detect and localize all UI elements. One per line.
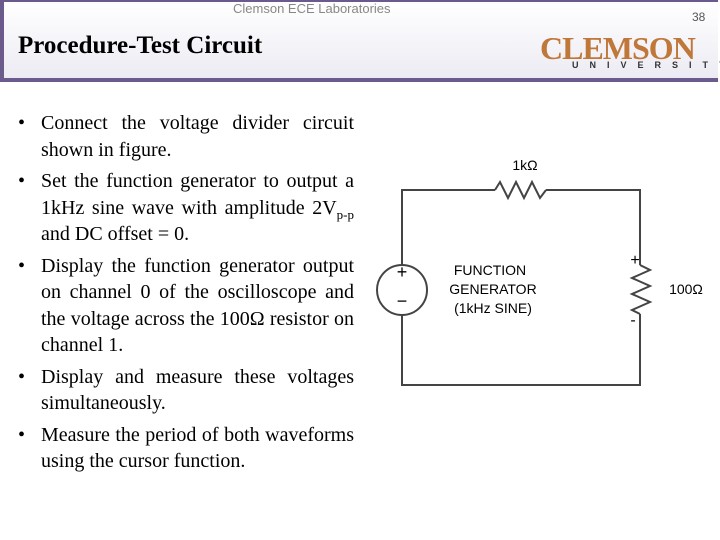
- source-minus: −: [397, 291, 408, 311]
- wire: [401, 314, 641, 386]
- bullet: Display the function generator output on…: [18, 253, 354, 359]
- bullet-text: Set the function generator to output a 1…: [41, 170, 354, 219]
- source-plus: +: [397, 262, 408, 282]
- out-minus: -: [630, 312, 635, 329]
- wires: [376, 179, 653, 386]
- subscript: p-p: [336, 206, 354, 222]
- wire: [401, 189, 495, 265]
- wire: [546, 189, 641, 265]
- r1-label: 1kΩ: [512, 157, 537, 173]
- page-number: 38: [692, 10, 706, 24]
- bullet-text: and DC offset = 0.: [41, 223, 190, 245]
- source-label: (1kHz SINE): [454, 300, 532, 316]
- slide-title: Procedure-Test Circuit: [18, 32, 263, 59]
- resistor-1k: [494, 179, 547, 201]
- logo-name: CLEMSON: [540, 30, 696, 66]
- bullet-list: Connect the voltage divider circuit show…: [18, 110, 354, 480]
- out-plus: +: [630, 252, 639, 269]
- source-label: FUNCTION: [454, 262, 526, 278]
- logo-subtitle: UNIVERSITY: [572, 60, 720, 70]
- r2-label: 100Ω: [669, 281, 703, 297]
- lab-name: Clemson ECE Laboratories: [233, 1, 391, 16]
- bullet: Measure the period of both waveforms usi…: [18, 422, 354, 475]
- source: [376, 264, 428, 316]
- header-band: [0, 0, 718, 82]
- resistor-100: [629, 264, 653, 315]
- bullet: Display and measure these voltages simul…: [18, 364, 354, 417]
- source-label: GENERATOR: [449, 281, 536, 297]
- bullet: Connect the voltage divider circuit show…: [18, 110, 354, 163]
- bullet: Set the function generator to output a 1…: [18, 168, 354, 248]
